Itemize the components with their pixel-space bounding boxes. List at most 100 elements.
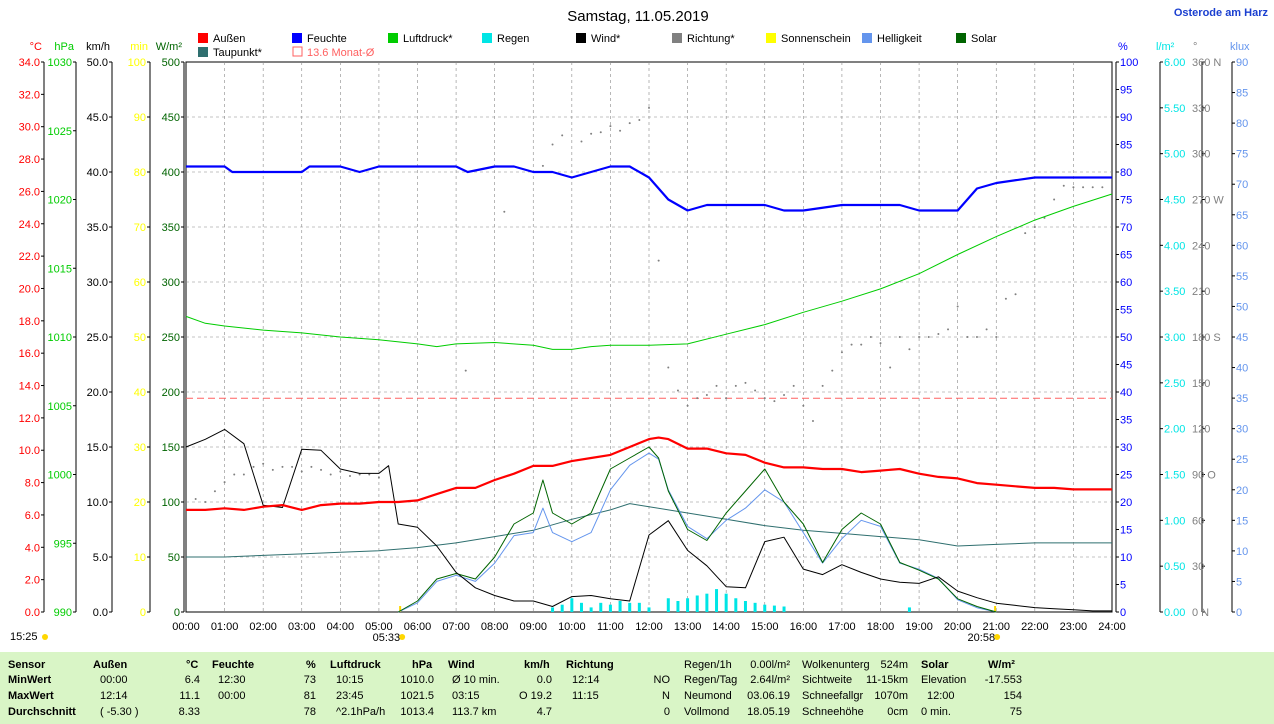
right-axis-: %100959085807570656055504540353025201510… (1115, 41, 1138, 619)
left-axis-c: °C 34.0 32.0 30.0 28.0 26.0 24.0 22.0 20.0 18.0 16… (19, 41, 45, 619)
axis-tick-label: 30 (134, 442, 146, 454)
stats-row-max-label: MaxWert (8, 690, 54, 702)
direction-point (271, 468, 274, 471)
direction-point (648, 106, 650, 109)
axis-tick-label: 400 (162, 167, 180, 179)
stats-header-feuchte: Feuchte (212, 659, 255, 671)
extra-elevation-label: Elevation (921, 674, 967, 686)
stats-max-feuchte-value: 81 (303, 690, 316, 702)
stats-panel: Sensor Außen °C Feuchte % Luftdruck hPa … (0, 652, 1274, 724)
legend-label: Wind* (591, 33, 621, 45)
axis-tick-label: 0.0 (93, 607, 108, 619)
rain-bar (579, 602, 583, 612)
legend-item-sonnenschein: Sonnenschein (766, 33, 851, 45)
x-tick-label: 15:00 (751, 621, 779, 633)
axis-tick-label: 0.00 (1164, 607, 1185, 619)
axis-tick-label: 12.0 (19, 413, 40, 425)
x-tick-label: 17:00 (828, 621, 856, 633)
stats-header-feuchte-unit: % (306, 659, 316, 671)
plot-area (185, 106, 1113, 613)
axis-tick-label: 80 (1120, 167, 1132, 179)
axis-tick-label: 50.0 (87, 57, 108, 69)
direction-point (262, 462, 265, 465)
axis-unit: min (130, 41, 148, 53)
direction-point (561, 134, 564, 137)
axis-tick-label: 90 O (1192, 470, 1216, 482)
series-line-taupunkt (186, 503, 1112, 558)
grid (185, 61, 1113, 613)
extra-sunshine-label: 0 min. (921, 706, 951, 718)
extra-solar-max-time: 12:00 (927, 690, 955, 702)
axis-tick-label: 360 N (1192, 57, 1221, 69)
extra-newmoon-label: Neumond (684, 690, 732, 702)
stats-min-feuchte-time: 12:30 (218, 674, 246, 686)
legend-item-richtung: Richtung* (672, 33, 735, 45)
stats-min-aussen-time: 00:00 (100, 674, 128, 686)
direction-point (368, 473, 371, 476)
x-tick-label: 23:00 (1060, 621, 1088, 633)
direction-point (619, 129, 622, 132)
extra-snowdepth-value: 0cm (887, 706, 908, 718)
direction-point (667, 366, 670, 369)
axis-tick-label: 1025 (48, 126, 72, 138)
series-line-au-en (186, 436, 1112, 511)
extra-snowline-label: Schneefallgr (802, 690, 864, 702)
direction-point (937, 332, 940, 335)
stats-min-wind-time: Ø 10 min. (452, 674, 500, 686)
x-tick-label: 18:00 (867, 621, 895, 633)
axis-tick-label: 50 (168, 552, 180, 564)
axis-tick-label: 0 (1120, 607, 1126, 619)
direction-point (821, 384, 824, 387)
axis-tick-label: 50 (1120, 332, 1132, 344)
axis-tick-label: 5 (1120, 580, 1126, 592)
extra-cloud-value: 524m (880, 659, 908, 671)
axis-unit: ° (1193, 41, 1197, 53)
x-tick-label: 12:00 (635, 621, 663, 633)
axis-tick-label: 1010 (48, 332, 72, 344)
direction-point (792, 384, 795, 387)
axis-tick-label: 55 (1120, 305, 1132, 317)
axis-tick-label: 1.50 (1164, 470, 1185, 482)
direction-point (744, 381, 747, 384)
axis-tick-label: 65 (1120, 250, 1132, 262)
axis-tick-label: 0 (140, 607, 146, 619)
stats-max-wind-time: 03:15 (452, 690, 480, 702)
extra-snowline-value: 1070m (874, 690, 908, 702)
stats-max-aussen-value: 11.1 (179, 690, 200, 702)
legend-swatch (388, 33, 398, 43)
direction-point (686, 404, 689, 407)
extra-rain-1h-label: Regen/1h (684, 659, 732, 671)
axis-tick-label: 45 (1120, 360, 1132, 372)
rain-bar (772, 605, 776, 612)
direction-point (725, 397, 728, 400)
legend-item-luftdruck: Luftdruck* (388, 33, 453, 45)
x-tick-label: 21:00 (982, 621, 1010, 633)
rain-bar (666, 598, 670, 612)
legend-item-regen: Regen (482, 33, 529, 45)
axis-unit: l/m² (1156, 41, 1175, 53)
right-axis-: ° 360 N 330 300 270 W 240 210 180 S 150 120 90 O 60… (1192, 41, 1224, 619)
rain-bar (599, 602, 603, 612)
x-tick-label: 22:00 (1021, 621, 1049, 633)
axis-tick-label: 3.50 (1164, 286, 1185, 298)
direction-point (947, 328, 950, 331)
direction-point (1072, 186, 1075, 189)
axis-tick-label: 75 (1120, 195, 1132, 207)
direction-point (705, 394, 708, 397)
axis-tick-label: 300 (162, 277, 180, 289)
stats-min-luft-value: 1010.0 (400, 674, 434, 686)
stats-avg-wind-value: 4.7 (536, 706, 552, 718)
rain-bar (589, 607, 593, 612)
axis-tick-label: 60 (1192, 515, 1204, 527)
rain-bar (715, 589, 719, 612)
corner-sun-icon (42, 634, 48, 640)
axis-tick-label: 4.0 (25, 542, 40, 554)
legend-item-solar: Solar (956, 33, 997, 45)
rain-bar (695, 595, 699, 612)
direction-point (985, 328, 988, 331)
direction-point (966, 336, 969, 338)
extra-snowdepth-label: Schneehöhe (802, 706, 864, 718)
sunset-label: 20:58 (968, 632, 996, 644)
stats-min-luft-time: 10:15 (336, 674, 364, 686)
